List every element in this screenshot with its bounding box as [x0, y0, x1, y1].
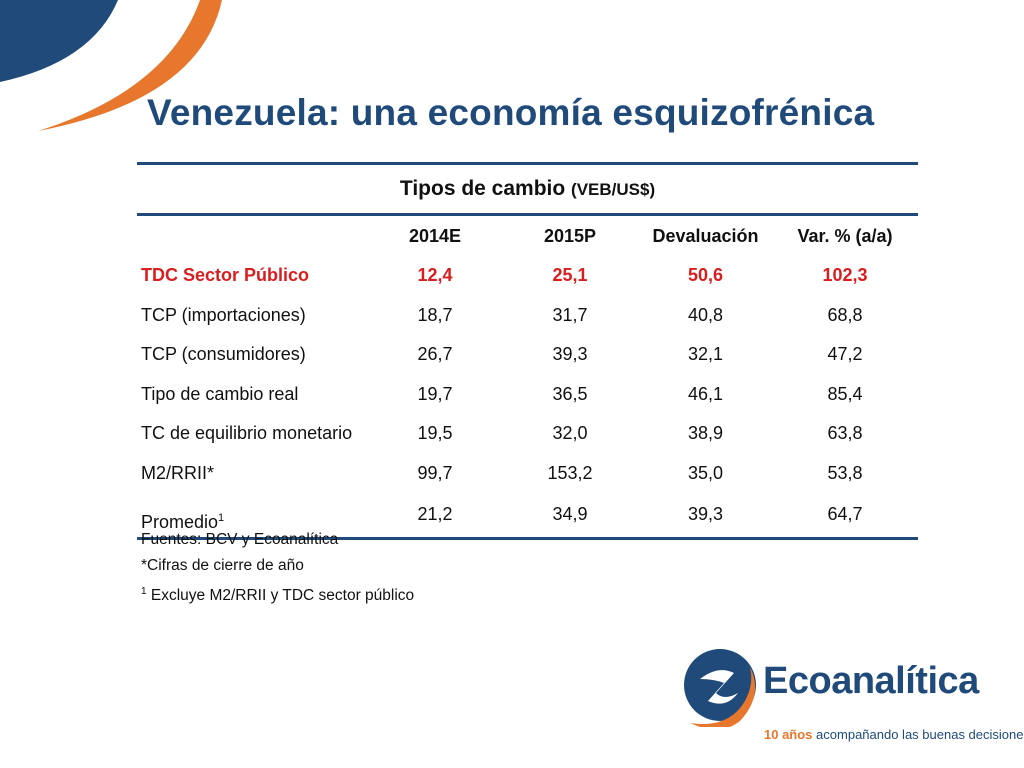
cell-2015p: 39,3	[552, 344, 588, 365]
column-header-label	[137, 215, 369, 257]
logo-tagline-accent: 10 años	[764, 727, 813, 742]
table-row: Tipo de cambio real 19,7 36,5 46,1 85,4	[137, 375, 918, 415]
table-header-row: 2014E 2015P Devaluación Var. % (a/a)	[137, 215, 918, 257]
footnote-text: Excluye M2/RRII y TDC sector público	[150, 587, 415, 604]
cell-2015p: 31,7	[552, 304, 588, 325]
cell-devaluacion: 50,6	[687, 265, 724, 286]
logo-tagline: 10 años acompañando las buenas decisione…	[764, 727, 1024, 742]
table-caption-row: Tipos de cambio (VEB/US$)	[137, 162, 918, 216]
column-header-devaluacion: Devaluación	[652, 225, 759, 246]
row-label: TCP (importaciones)	[141, 304, 306, 325]
sources-note: Fuentes: BCV y Ecoanalítica	[141, 531, 339, 548]
page-title: Venezuela: una economía esquizofrénica	[147, 92, 875, 133]
corner-decoration	[0, 0, 222, 131]
ecoanalitica-logo: Ecoanalítica 10 años acompañando las bue…	[680, 643, 1024, 743]
footnote-marker: 1	[218, 511, 225, 524]
cell-2015p: 25,1	[552, 265, 588, 286]
cell-2015p: 36,5	[552, 383, 588, 404]
table-row: TDC Sector Público 12,4 25,1 50,6 102,3	[137, 256, 918, 296]
cell-2014e: 19,5	[417, 423, 453, 444]
row-label-text: Promedio	[141, 511, 219, 532]
cell-devaluacion: 32,1	[687, 344, 724, 365]
cell-2014e: 18,7	[417, 304, 453, 325]
column-header-2014e: 2014E	[408, 225, 462, 246]
cell-devaluacion: 38,9	[687, 423, 724, 444]
row-label: TDC Sector Público	[141, 265, 310, 286]
row-label: TC de equilibrio monetario	[141, 423, 353, 444]
cell-2015p: 32,0	[552, 423, 588, 444]
cell-2014e: 21,2	[369, 493, 501, 540]
cell-devaluacion: 39,3	[639, 493, 772, 540]
asterisk-note: *Cifras de cierre de año	[141, 557, 304, 574]
table-caption-title: Tipos de cambio	[399, 177, 566, 200]
cell-var-pct: 85,4	[827, 383, 863, 404]
footnote-number: 1	[141, 585, 147, 597]
logo-tagline-text: acompañando las buenas decisiones	[816, 727, 1024, 742]
cell-2015p: 34,9	[501, 493, 639, 540]
cell-2014e: 26,7	[417, 344, 453, 365]
cell-2015p: 153,2	[547, 462, 593, 483]
table-row: TC de equilibrio monetario 19,5 32,0 38,…	[137, 414, 918, 454]
cell-devaluacion: 46,1	[687, 383, 724, 404]
cell-devaluacion: 35,0	[687, 462, 724, 483]
cell-var-pct: 53,8	[827, 462, 863, 483]
table-notes: Fuentes: BCV y Ecoanalítica *Cifras de c…	[141, 532, 414, 614]
table-row: Promedio1 21,2 34,9 39,3 64,7	[137, 493, 918, 540]
table-row: TCP (consumidores) 26,7 39,3 32,1 47,2	[137, 335, 918, 375]
row-label: M2/RRII*	[141, 462, 215, 483]
row-label: TCP (consumidores)	[141, 344, 306, 365]
cell-var-pct: 47,2	[827, 344, 863, 365]
column-header-2015p: 2015P	[543, 225, 597, 246]
cell-var-pct: 102,3	[822, 265, 868, 286]
table-row: M2/RRII* 99,7 153,2 35,0 53,8	[137, 454, 918, 494]
table-caption: Tipos de cambio (VEB/US$)	[137, 162, 918, 216]
exchange-rate-table: Tipos de cambio (VEB/US$) 2014E 2015P De…	[137, 162, 918, 540]
cell-devaluacion: 40,8	[687, 304, 724, 325]
cell-var-pct: 63,8	[827, 423, 863, 444]
logo-wordmark: Ecoanalítica	[763, 660, 979, 702]
column-header-var-pct: Var. % (a/a)	[797, 225, 893, 246]
footnote: 1 Excluye M2/RRII y TDC sector público	[141, 585, 415, 614]
table-caption-unit: (VEB/US$)	[571, 180, 656, 199]
corner-navy-shape	[0, 0, 118, 82]
cell-2014e: 12,4	[417, 265, 453, 286]
cell-2014e: 99,7	[417, 462, 453, 483]
row-label: Tipo de cambio real	[141, 383, 299, 404]
cell-var-pct: 64,7	[772, 493, 918, 540]
cell-2014e: 19,7	[417, 383, 453, 404]
logo-mark-cutout	[700, 670, 738, 704]
corner-orange-swoosh	[38, 0, 222, 131]
cell-var-pct: 68,8	[827, 304, 863, 325]
logo-mark-icon	[684, 649, 756, 727]
row-label: Promedio1	[137, 493, 369, 540]
logo-mark-swoosh	[690, 667, 756, 727]
table-row: TCP (importaciones) 18,7 31,7 40,8 68,8	[137, 296, 918, 336]
exchange-rate-table-wrap: Tipos de cambio (VEB/US$) 2014E 2015P De…	[137, 162, 918, 540]
logo-mark-circle	[684, 649, 756, 721]
